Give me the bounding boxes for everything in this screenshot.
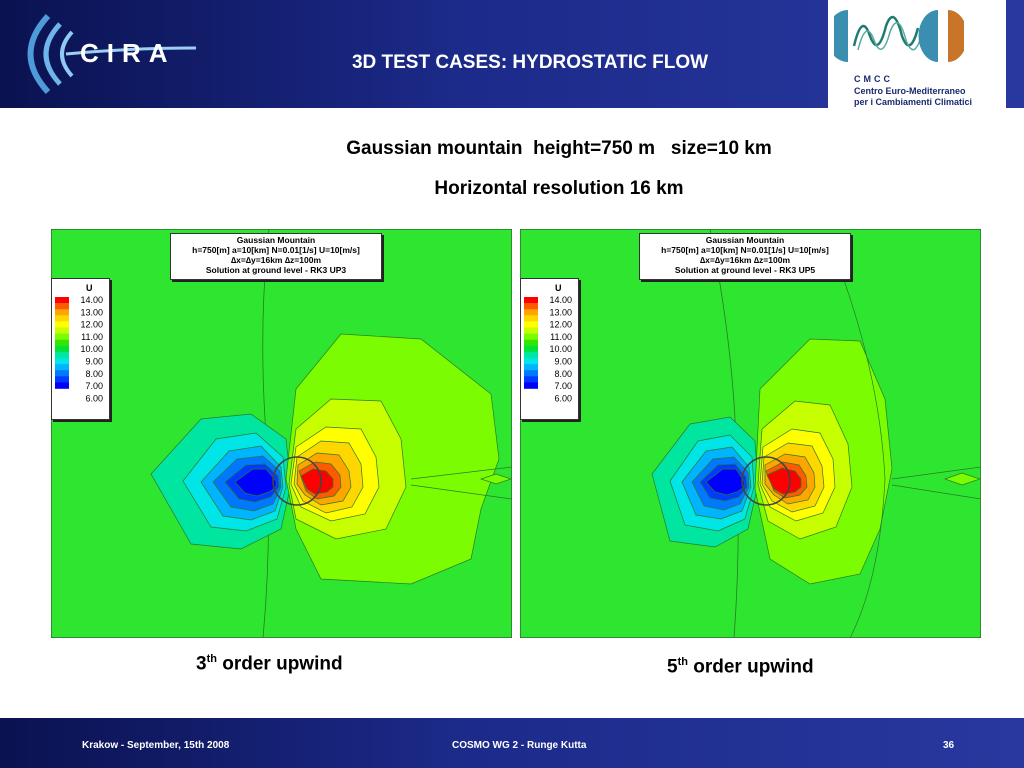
info-line-4: Solution at ground level - RK3 UP5 [674, 265, 816, 275]
plot-info-box: Gaussian Mountain h=750[m] a=10[km] N=0.… [170, 233, 382, 280]
legend-color-swatch [55, 364, 69, 371]
legend-color-swatch [524, 297, 538, 304]
info-line-2: h=750[m] a=10[km] N=0.01[1/s] U=10[m/s] [192, 245, 360, 255]
legend-color-swatch [55, 376, 69, 383]
legend-value-label: 8.00 [554, 369, 572, 379]
legend-color-swatch [55, 358, 69, 365]
cira-logo: CIRA [27, 13, 197, 95]
info-line-2: h=750[m] a=10[km] N=0.01[1/s] U=10[m/s] [661, 245, 829, 255]
cmcc-logo-box: CMCC Centro Euro-Mediterraneo per i Camb… [828, 0, 1006, 108]
caption-fifth-order: 5th order upwind [667, 656, 814, 678]
legend-color-swatch [55, 297, 69, 304]
info-line-3: ∆x=∆y=16km ∆z=100m [699, 255, 791, 265]
legend-color-swatch [55, 303, 69, 310]
legend-scale: 14.00 13.00 12.00 11.00 10.00 9.00 8.00 7.00 6.0… [524, 295, 572, 403]
legend-value-label: 14.00 [80, 295, 103, 305]
legend-scale: 14.00 13.00 12.00 11.00 10.00 9.00 8.00 7.00 6.0… [55, 295, 103, 403]
legend-value-label: 9.00 [554, 357, 572, 367]
legend-value-label: 6.00 [554, 393, 572, 403]
legend-color-swatch [524, 376, 538, 383]
legend-color-swatch [524, 339, 538, 347]
info-line-1: Gaussian Mountain [236, 235, 316, 245]
legend-color-swatch [524, 333, 538, 340]
legend-value-label: 11.00 [81, 332, 103, 342]
legend-value-label: 7.00 [85, 381, 103, 391]
legend-value-label: 12.00 [80, 320, 103, 330]
caption-third-order: 3th order upwind [196, 653, 343, 675]
legend-color-swatch [524, 309, 538, 316]
footer-event: Krakow - September, 15th 2008 [82, 740, 230, 751]
legend-color-swatch [524, 321, 538, 328]
legend-value-label: 10.00 [549, 344, 572, 354]
footer-topic: COSMO WG 2 - Runge Kutta [452, 740, 587, 751]
legend-value-label: 12.00 [549, 320, 572, 330]
legend-value-label: 14.00 [549, 295, 572, 305]
info-line-1: Gaussian Mountain [705, 235, 785, 245]
cmcc-logo [834, 10, 964, 62]
legend-color-swatch [55, 309, 69, 316]
legend-value-label: 11.00 [550, 332, 572, 342]
legend-color-swatch [55, 345, 69, 353]
legend-value-label: 9.00 [85, 357, 103, 367]
contour-field [520, 229, 981, 638]
subtitle-resolution: Horizontal resolution 16 km [434, 178, 684, 199]
legend-color-swatch [55, 315, 69, 322]
contour-plot-up3: Gaussian Mountain h=750[m] a=10[km] N=0.… [51, 229, 512, 638]
cmcc-name-line1: Centro Euro-Mediterraneo [854, 86, 966, 96]
color-legend: U 14.00 13.00 12.00 11.00 10.00 9.00 8.00 7.00 6… [51, 278, 110, 420]
subtitle-mountain: Gaussian mountain height=750 m size=10 k… [346, 138, 772, 159]
legend-color-swatch [524, 303, 538, 310]
legend-title: U [86, 283, 93, 293]
legend-value-label: 10.00 [80, 344, 103, 354]
legend-color-swatch [524, 315, 538, 322]
legend-color-swatch [524, 382, 538, 389]
contour-plot-up5: Gaussian Mountain h=750[m] a=10[km] N=0.… [520, 229, 981, 638]
header-bar: CIRA 3D TEST CASES: HYDROSTATIC FLOW CMC… [0, 0, 1024, 108]
legend-color-swatch [524, 345, 538, 353]
cmcc-name-line2: per i Cambiamenti Climatici [854, 97, 973, 107]
legend-value-label: 7.00 [554, 381, 572, 391]
contour-field [51, 229, 512, 638]
footer-bar: Krakow - September, 15th 2008 COSMO WG 2… [0, 718, 1024, 768]
slide-title: 3D TEST CASES: HYDROSTATIC FLOW [351, 52, 709, 73]
legend-color-swatch [55, 351, 69, 359]
legend-value-label: 13.00 [80, 307, 103, 317]
legend-color-swatch [55, 327, 69, 334]
legend-color-swatch [524, 370, 538, 377]
info-line-4: Solution at ground level - RK3 UP3 [205, 265, 347, 275]
info-line-3: ∆x=∆y=16km ∆z=100m [230, 255, 322, 265]
legend-color-swatch [55, 333, 69, 340]
legend-color-swatch [524, 358, 538, 365]
legend-color-swatch [55, 339, 69, 347]
legend-color-swatch [55, 370, 69, 377]
legend-color-swatch [524, 327, 538, 334]
legend-value-label: 13.00 [549, 307, 572, 317]
plot-info-box: Gaussian Mountain h=750[m] a=10[km] N=0.… [639, 233, 851, 280]
svg-text:CIRA: CIRA [80, 38, 176, 68]
legend-color-swatch [524, 364, 538, 371]
legend-color-swatch [55, 321, 69, 328]
cmcc-acronym: CMCC [854, 74, 893, 84]
color-legend: U 14.00 13.00 12.00 11.00 10.00 9.00 8.00 7.00 6… [520, 278, 579, 420]
page-number: 36 [943, 740, 955, 751]
legend-value-label: 8.00 [85, 369, 103, 379]
legend-value-label: 6.00 [85, 393, 103, 403]
legend-color-swatch [55, 382, 69, 389]
legend-color-swatch [524, 351, 538, 359]
legend-title: U [555, 283, 562, 293]
